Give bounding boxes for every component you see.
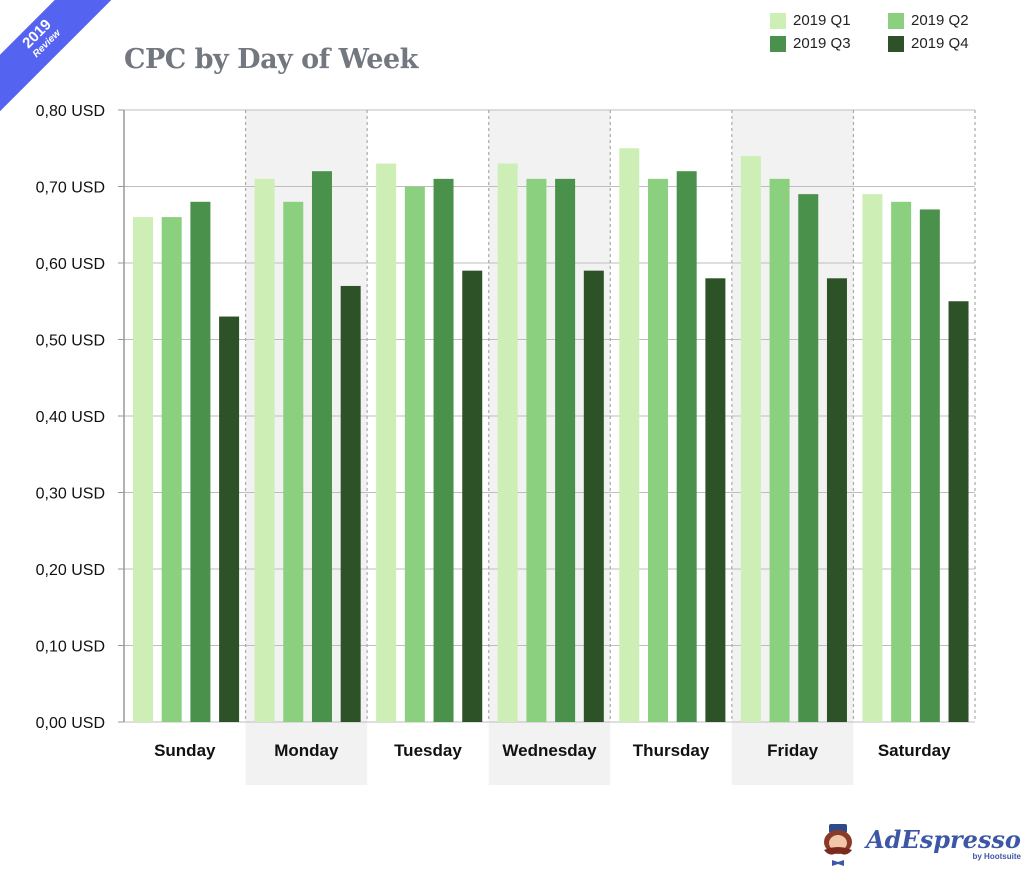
bar-saturday-q3 — [919, 209, 940, 722]
bar-friday-q1 — [740, 155, 761, 722]
bar-sunday-q4 — [219, 316, 240, 722]
chart-title: CPC by Day of Week — [124, 44, 418, 75]
bar-thursday-q2 — [647, 178, 668, 723]
logo-byline: by Hootsuite — [972, 851, 1021, 861]
logo-brand: AdEspresso — [866, 824, 1021, 854]
bar-wednesday-q2 — [526, 178, 547, 723]
y-tick-label: 0,20 USD — [36, 562, 105, 579]
legend-item-q1: 2019 Q1 — [770, 12, 888, 29]
legend-label: 2019 Q2 — [911, 12, 969, 29]
bar-wednesday-q1 — [497, 163, 518, 723]
bar-saturday-q4 — [948, 301, 969, 722]
bar-wednesday-q4 — [583, 270, 604, 722]
bar-saturday-q1 — [862, 194, 883, 722]
y-tick-label: 0,60 USD — [36, 256, 105, 273]
bar-monday-q1 — [254, 178, 275, 723]
legend-label: 2019 Q3 — [793, 35, 851, 52]
bar-thursday-q3 — [676, 171, 697, 722]
bar-saturday-q2 — [891, 201, 912, 723]
bar-tuesday-q2 — [404, 186, 425, 722]
y-tick-label: 0,30 USD — [36, 486, 105, 503]
legend-swatch — [888, 35, 904, 52]
legend-item-q4: 2019 Q4 — [888, 35, 988, 52]
legend-item-q2: 2019 Q2 — [888, 12, 988, 29]
x-tick-label: Monday — [274, 741, 339, 760]
x-tick-label: Saturday — [878, 741, 951, 760]
bar-tuesday-q4 — [462, 270, 483, 722]
bar-monday-q2 — [283, 201, 304, 723]
bar-sunday-q3 — [190, 201, 211, 723]
bar-thursday-q1 — [619, 148, 640, 722]
bar-monday-q3 — [311, 171, 332, 722]
bar-thursday-q4 — [705, 278, 726, 722]
x-tick-label: Friday — [767, 741, 819, 760]
adespresso-logo: AdEspresso by Hootsuite — [818, 822, 1021, 866]
bar-friday-q4 — [826, 278, 847, 722]
legend-item-q3: 2019 Q3 — [770, 35, 888, 52]
legend: 2019 Q1 2019 Q2 2019 Q3 2019 Q4 — [770, 12, 990, 52]
mascot-icon — [824, 824, 852, 866]
y-tick-label: 0,50 USD — [36, 333, 105, 350]
x-tick-label: Tuesday — [394, 741, 462, 760]
bar-tuesday-q3 — [433, 178, 454, 723]
x-tick-label: Wednesday — [502, 741, 597, 760]
y-tick-label: 0,00 USD — [36, 715, 105, 732]
legend-swatch — [770, 35, 786, 52]
y-tick-label: 0,10 USD — [36, 639, 105, 656]
y-tick-label: 0,70 USD — [36, 180, 105, 197]
bar-friday-q2 — [769, 178, 790, 723]
x-tick-label: Thursday — [633, 741, 710, 760]
bar-friday-q3 — [798, 194, 819, 722]
bar-wednesday-q3 — [555, 178, 576, 723]
y-tick-label: 0,40 USD — [36, 409, 105, 426]
y-tick-label: 0,80 USD — [36, 103, 105, 120]
legend-swatch — [888, 12, 904, 29]
legend-label: 2019 Q4 — [911, 35, 969, 52]
bar-sunday-q2 — [161, 217, 182, 722]
legend-swatch — [770, 12, 786, 29]
bar-tuesday-q1 — [376, 163, 397, 723]
bar-sunday-q1 — [133, 217, 153, 722]
legend-label: 2019 Q1 — [793, 12, 851, 29]
x-tick-label: Sunday — [154, 741, 216, 760]
bar-monday-q4 — [340, 285, 361, 722]
